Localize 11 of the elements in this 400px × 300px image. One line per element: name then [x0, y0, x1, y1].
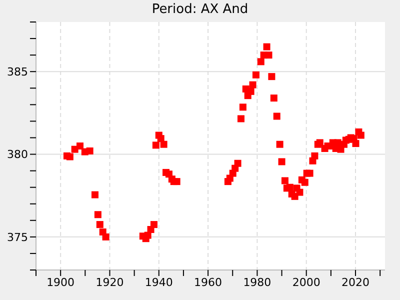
y-tick-label: 380: [7, 148, 28, 162]
x-tick-label: 1920: [96, 276, 124, 289]
x-tick-label: 2000: [292, 276, 320, 289]
x-tick-label: 1960: [194, 276, 222, 289]
y-tick-label: 375: [7, 230, 28, 244]
x-tick-label: 1940: [144, 276, 173, 289]
x-tick-label: 1980: [243, 276, 272, 289]
y-tick-label: 385: [7, 66, 28, 79]
chart-title: Period: AX And: [150, 2, 250, 17]
x-tick-label: 2020: [342, 276, 370, 289]
x-tick-label: 1900: [46, 276, 75, 289]
